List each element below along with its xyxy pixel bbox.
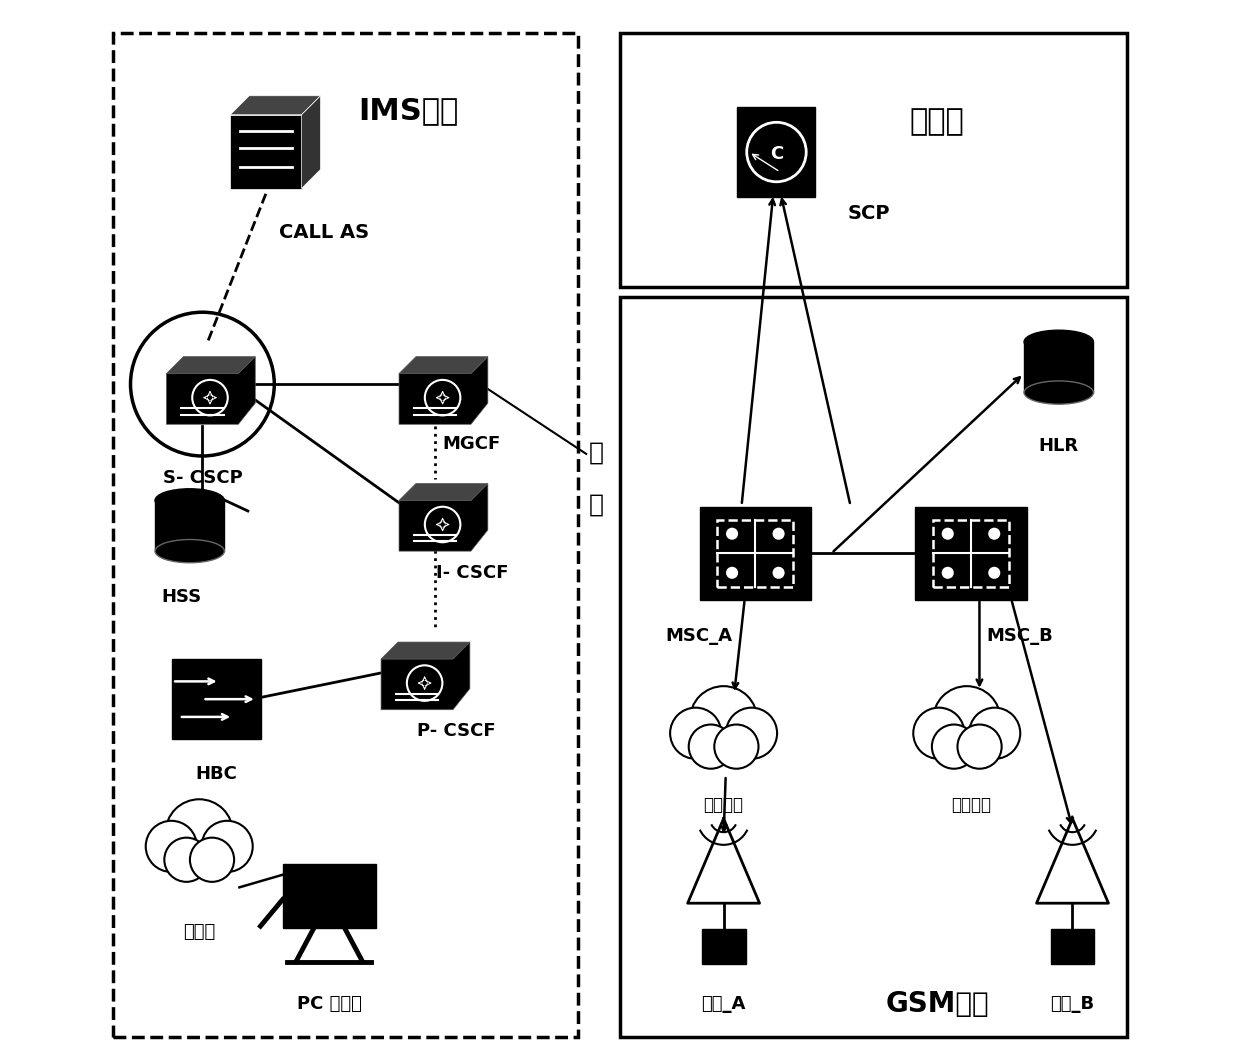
Text: HBC: HBC [195,764,237,782]
Circle shape [689,686,758,754]
Text: PC 客户端: PC 客户端 [296,995,362,1013]
Polygon shape [399,483,487,551]
Text: 剖: 剖 [589,440,604,464]
Circle shape [190,837,234,882]
Text: MGCF: MGCF [443,435,501,453]
Text: S- CSCP: S- CSCP [162,469,242,487]
FancyBboxPatch shape [113,33,578,1038]
Text: P- CSCF: P- CSCF [417,723,496,741]
Text: 离: 离 [589,493,604,517]
Polygon shape [381,642,470,710]
Circle shape [914,708,965,759]
Circle shape [725,708,777,759]
FancyBboxPatch shape [620,33,1127,287]
Polygon shape [699,507,811,600]
Circle shape [941,528,954,540]
Circle shape [773,528,785,540]
Text: CALL AS: CALL AS [279,224,370,243]
Text: MSC_A: MSC_A [666,628,733,646]
Circle shape [688,725,733,768]
FancyBboxPatch shape [620,298,1127,1038]
Polygon shape [155,500,224,551]
Circle shape [970,708,1021,759]
Text: 智能网: 智能网 [910,107,965,136]
Circle shape [670,708,722,759]
Ellipse shape [155,489,224,512]
Text: 主叫归属: 主叫归属 [703,796,744,814]
Polygon shape [1050,929,1095,964]
Polygon shape [399,483,487,500]
Circle shape [957,725,1002,768]
Text: SCP: SCP [847,205,889,224]
Circle shape [773,567,785,579]
Text: IMS网络: IMS网络 [358,96,459,125]
Circle shape [932,725,976,768]
Circle shape [941,567,954,579]
Circle shape [202,820,253,872]
Text: HLR: HLR [1039,437,1079,455]
Polygon shape [283,864,376,929]
Polygon shape [399,356,487,424]
Circle shape [988,528,1001,540]
Circle shape [988,567,1001,579]
Ellipse shape [1024,330,1094,353]
Text: HSS: HSS [161,588,201,606]
Text: 被叫归属: 被叫归属 [951,796,991,814]
Polygon shape [231,114,301,189]
Text: MSC_B: MSC_B [986,628,1053,646]
Polygon shape [915,507,1027,600]
Circle shape [932,686,1001,754]
Polygon shape [301,95,321,189]
Text: GSM网络: GSM网络 [885,990,990,1018]
Ellipse shape [155,540,224,563]
Text: C: C [770,145,784,163]
Circle shape [165,837,208,882]
Polygon shape [1024,341,1094,392]
Circle shape [714,725,759,768]
Circle shape [725,567,738,579]
Polygon shape [231,95,321,114]
Text: 终端_A: 终端_A [702,995,745,1013]
Circle shape [725,528,738,540]
Polygon shape [171,659,260,739]
Text: 终端_B: 终端_B [1050,995,1095,1013]
Circle shape [146,820,197,872]
Polygon shape [166,356,255,424]
Polygon shape [738,107,816,197]
Polygon shape [399,356,487,373]
Text: 互联网: 互联网 [184,923,216,941]
Polygon shape [381,642,470,659]
Polygon shape [166,356,255,373]
Ellipse shape [1024,381,1094,404]
Circle shape [165,799,233,867]
Text: I- CSCF: I- CSCF [435,564,508,582]
Polygon shape [702,929,745,964]
